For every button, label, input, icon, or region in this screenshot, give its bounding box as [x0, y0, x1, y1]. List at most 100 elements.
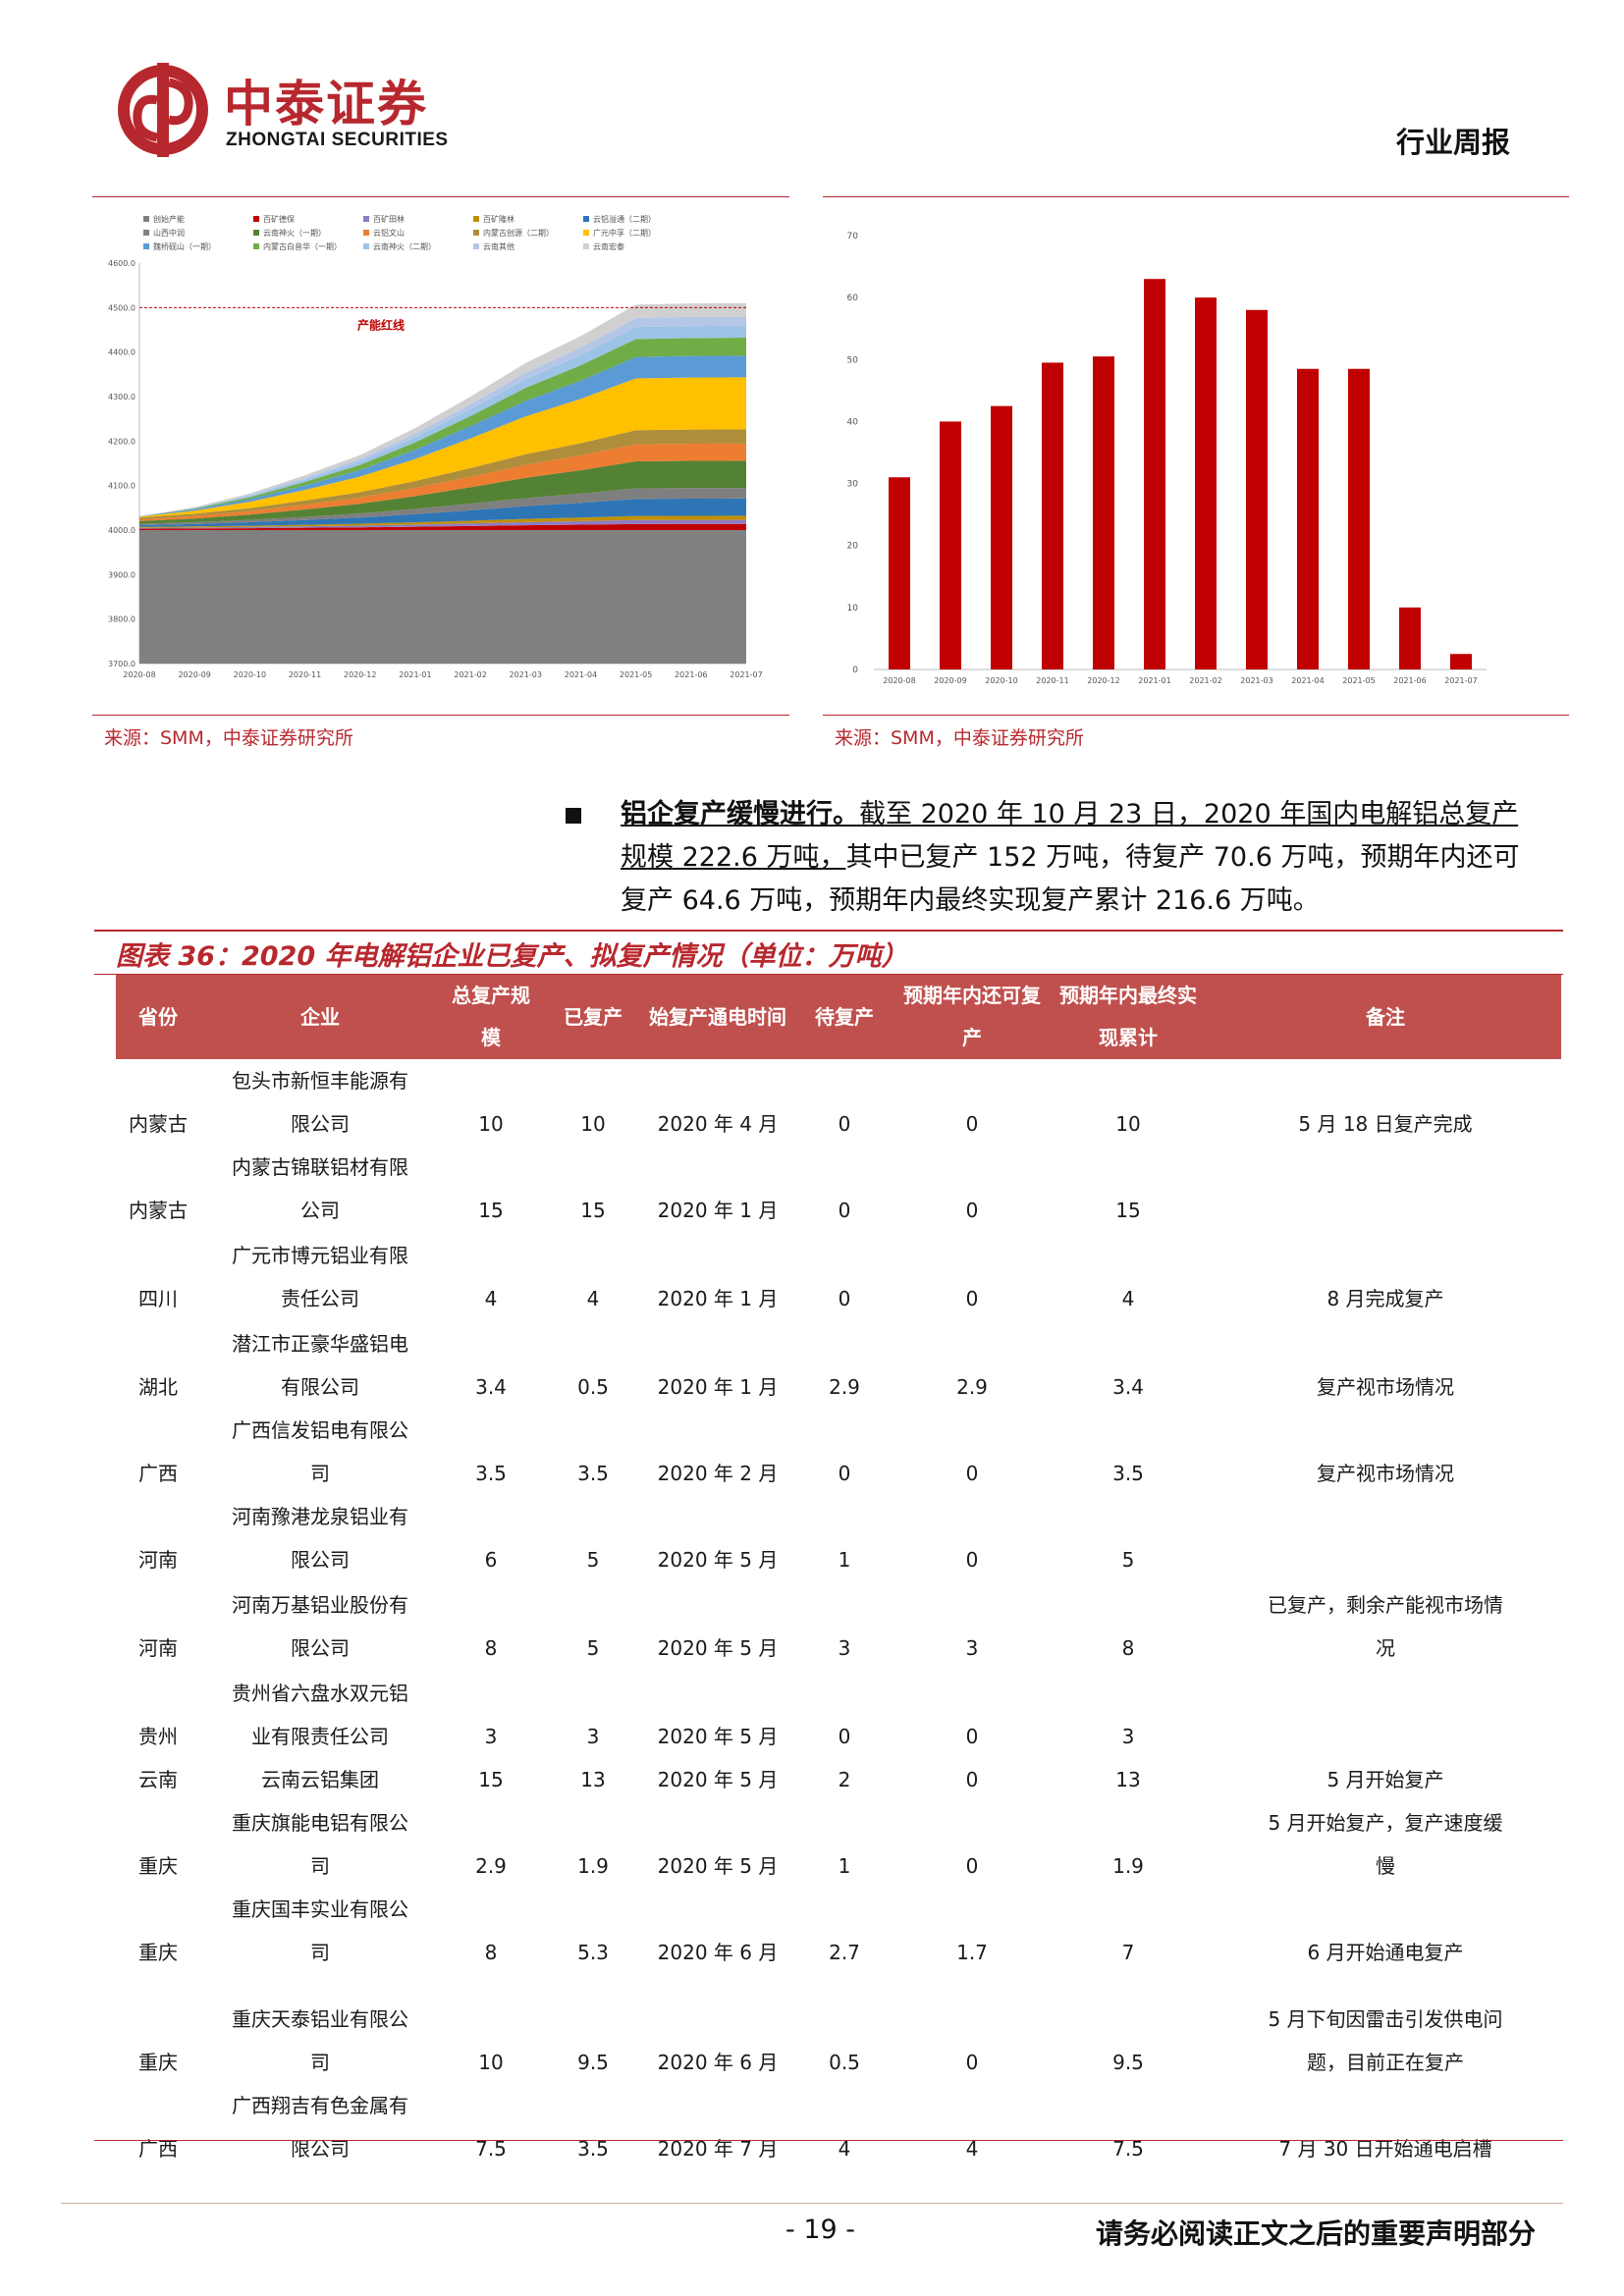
cell-pending: 1: [838, 1854, 851, 1878]
legend-swatch: [583, 216, 589, 222]
cell-final: 15: [1115, 1199, 1141, 1222]
cell-pending: 0: [838, 1112, 851, 1136]
legend-swatch: [253, 216, 259, 222]
header-time: 始复产通电时间: [644, 975, 791, 1059]
cell-province: 广西: [138, 2137, 178, 2161]
body-paragraph: 铝企复产缓慢进行。截至 2020 年 10 月 23 日，2020 年国内电解铝…: [621, 793, 1534, 923]
x-tick-label: 2020-12: [1087, 676, 1119, 685]
header-done: 已复产: [542, 975, 644, 1059]
x-tick-label: 2020-08: [883, 676, 915, 685]
legend-label: 云南其他: [483, 241, 514, 251]
area-layer: [139, 488, 746, 526]
bullet-square-icon: [566, 808, 581, 824]
cell-final: 3.4: [1112, 1375, 1144, 1399]
cell-final: 9.5: [1112, 2051, 1144, 2074]
cell-company: 河南万基铝业股份有限公司: [232, 1593, 408, 1660]
x-tick-label: 2021-02: [454, 670, 486, 679]
cell-may-restart: 1.7: [956, 1941, 988, 1964]
cell-final: 5: [1121, 1548, 1135, 1572]
cell-may-restart: 0: [965, 2051, 979, 2074]
y-tick-label: 3800.0: [108, 615, 135, 624]
area-layer: [139, 498, 746, 527]
table-header-row: 省份 企业 总复产规模 已复产 始复产通电时间 待复产 预期年内还可复产 预期年…: [116, 975, 1561, 1059]
cell-final: 8: [1121, 1636, 1135, 1660]
header-company: 企业: [200, 975, 440, 1059]
cell-may-restart: 0: [965, 1768, 979, 1791]
cell-may-restart: 0: [965, 1287, 979, 1310]
x-tick-label: 2021-03: [1240, 676, 1272, 685]
cell-company: 潜江市正豪华盛铝电有限公司: [232, 1332, 408, 1399]
page-number: - 19 -: [785, 2215, 856, 2245]
table-bottom-rule: [94, 2140, 1563, 2141]
bar: [940, 421, 961, 669]
legend-label: 云南神火（一期）: [263, 228, 326, 238]
area-layer: [139, 355, 746, 517]
bar: [1348, 368, 1370, 669]
cell-note: [1210, 1495, 1561, 1581]
cell-note: 复产视市场情况: [1317, 1462, 1454, 1485]
table-title: 图表 36：2020 年电解铝企业已复产、拟复产情况（单位：万吨）: [116, 941, 908, 972]
y-tick-label: 4000.0: [108, 526, 135, 535]
legend-label: 云铝溢通（二期）: [593, 214, 656, 224]
table-row: 云南 云南云铝集团 15 13 2020 年 5 月 2 0 13 5 月开始复产: [116, 1758, 1561, 1801]
legend-swatch: [583, 230, 589, 236]
table-row: 河南 河南万基铝业股份有限公司 8 5 2020 年 5 月 3 3 8 已复产，剩余产能视市场…: [116, 1581, 1561, 1670]
cell-note: 5 月 18 日复产完成: [1298, 1112, 1473, 1136]
cell-done: 9.5: [577, 2051, 609, 2074]
x-tick-label: 2020-08: [123, 670, 155, 679]
cell-note: 6 月开始通电复产: [1307, 1941, 1464, 1964]
area-layer: [139, 523, 746, 530]
cell-final: 13: [1115, 1768, 1141, 1791]
cell-pending: 0: [838, 1199, 851, 1222]
cell-pending: 3: [838, 1636, 851, 1660]
y-tick-label: 50: [847, 355, 859, 365]
cell-province: 重庆: [138, 2051, 178, 2074]
x-tick-label: 2021-07: [730, 670, 762, 679]
table-row: 内蒙古 内蒙古锦联铝材有限公司 15 15 2020 年 1 月 0 0 15: [116, 1146, 1561, 1232]
cell-time: 2020 年 1 月: [657, 1199, 779, 1222]
cell-company: 贵州省六盘水双元铝业有限责任公司: [232, 1682, 408, 1748]
monthly-bar-chart: 0 10 20 30 40 50 60 70 2020-08 2020-09 2020-10 2020…: [847, 232, 1487, 685]
bar: [889, 477, 910, 669]
cell-company: 云南云铝集团: [261, 1768, 379, 1791]
x-tick-label: 2020-10: [985, 676, 1017, 685]
cell-note: [1210, 1670, 1561, 1758]
bar: [991, 405, 1012, 669]
legend-swatch: [363, 216, 369, 222]
legend-swatch: [583, 243, 589, 249]
table-row: 四川 广元市博元铝业有限责任公司 4 4 2020 年 1 月 0 0 4 8 月完成复产: [116, 1232, 1561, 1320]
cell-total: 8: [484, 1636, 498, 1660]
legend-label: 云南神火（二期）: [373, 241, 436, 251]
cell-total: 2.9: [475, 1854, 507, 1878]
paragraph-rest: 其中已复产 152 万吨，待复产 70.6 万吨，预期年内还可复产 64.6 万…: [621, 842, 1520, 916]
cell-final: 10: [1115, 1112, 1141, 1136]
area-layer: [139, 519, 746, 529]
x-tick-label: 2020-11: [1036, 676, 1068, 685]
cell-time: 2020 年 7 月: [657, 2137, 779, 2161]
table-row: 广西 广西翔吉有色金属有限公司 7.5 3.5 2020 年 7 月 4 4 7.5 7 月 3…: [116, 2084, 1561, 2170]
cell-total: 3.5: [475, 1462, 507, 1485]
cell-time: 2020 年 5 月: [657, 1636, 779, 1660]
bar: [1246, 309, 1268, 669]
x-tick-label: 2021-01: [1138, 676, 1170, 685]
x-tick-label: 2021-05: [1342, 676, 1375, 685]
x-tick-label: 2021-06: [675, 670, 707, 679]
chart-left-bottom-rule: [92, 715, 789, 716]
cell-total: 7.5: [475, 2137, 507, 2161]
footer-disclaimer: 请务必阅读正文之后的重要声明部分: [1095, 2217, 1536, 2250]
cell-time: 2020 年 4 月: [657, 1112, 779, 1136]
footer-rule: [61, 2203, 1563, 2204]
cell-note: [1210, 1146, 1561, 1232]
cell-company: 内蒙古锦联铝材有限公司: [232, 1155, 408, 1222]
legend-label: 魏桥砚山（一期）: [153, 241, 216, 251]
y-tick-label: 20: [847, 542, 859, 552]
logo-chinese-text: 中泰证券: [224, 76, 428, 133]
cell-done: 4: [586, 1287, 600, 1310]
cell-pending: 0: [838, 1725, 851, 1748]
x-tick-label: 2021-04: [1291, 676, 1324, 685]
cell-province: 云南: [138, 1768, 178, 1791]
cell-may-restart: 0: [965, 1462, 979, 1485]
cell-company: 广元市博元铝业有限责任公司: [232, 1244, 408, 1310]
cell-total: 15: [478, 1199, 504, 1222]
cell-total: 3.4: [475, 1375, 507, 1399]
